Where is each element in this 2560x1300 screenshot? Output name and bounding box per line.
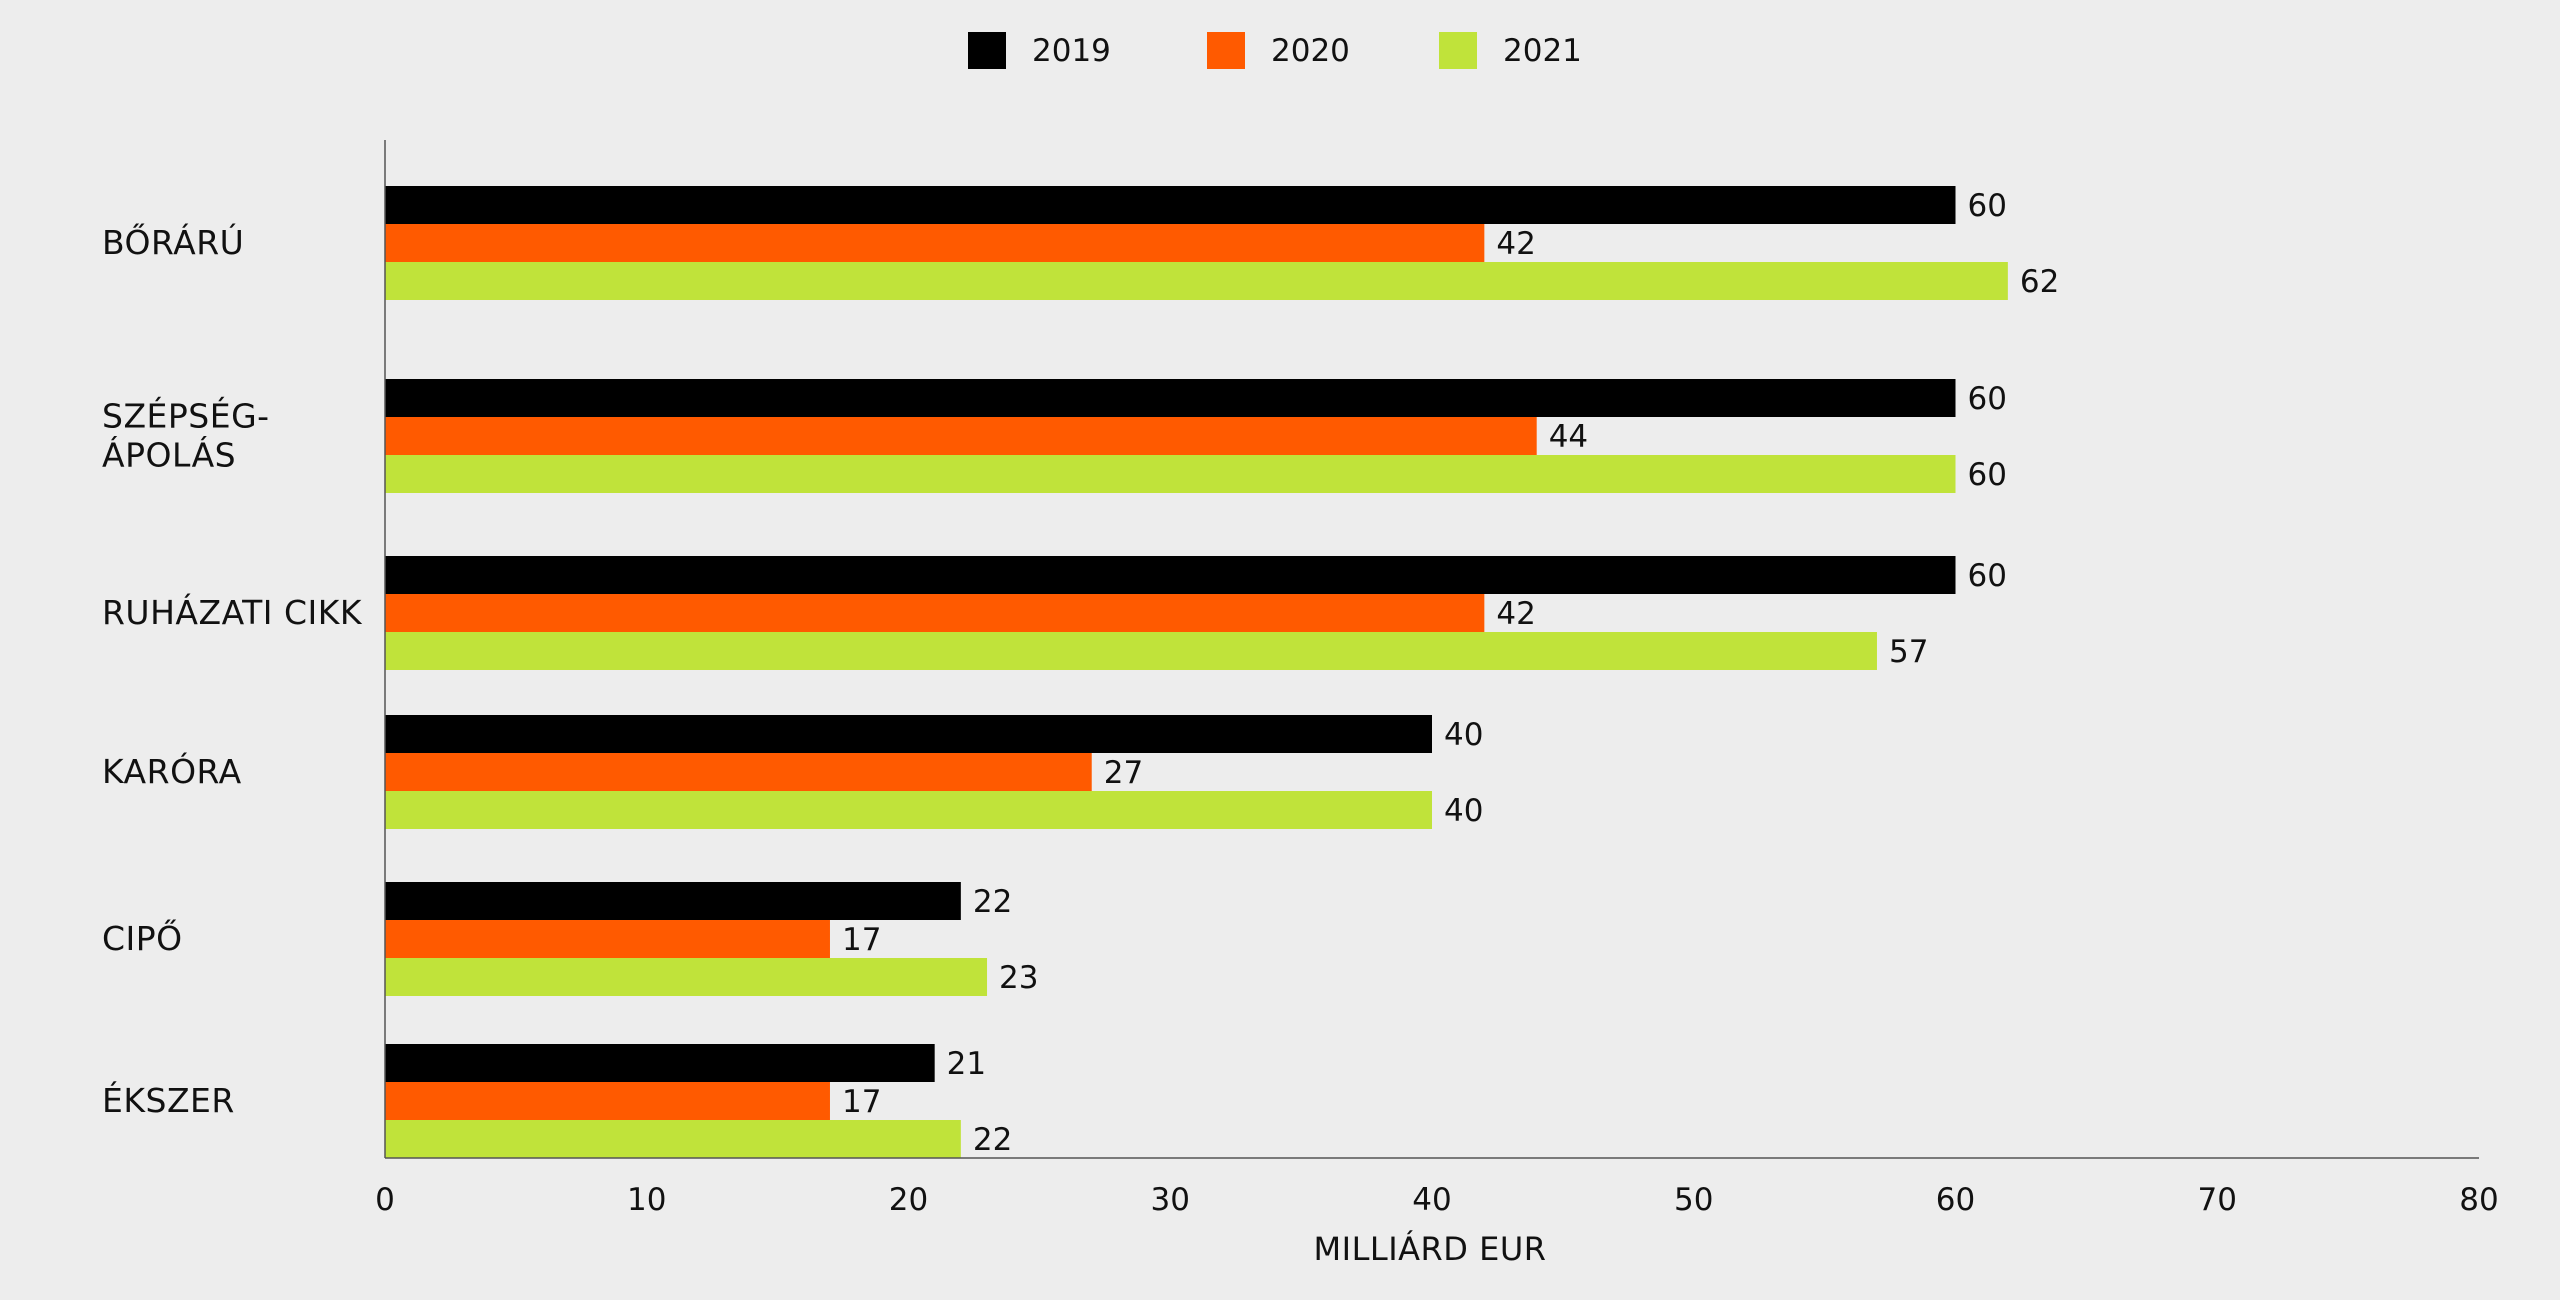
x-tick-label-20: 20 <box>889 1182 928 1218</box>
bar-2020-1 <box>385 417 1537 455</box>
value-label-2021-5: 22 <box>973 1122 1012 1158</box>
axes <box>384 140 2479 1159</box>
x-tick-label-60: 60 <box>1936 1182 1975 1218</box>
category-label-4-0: CIPŐ <box>102 918 183 958</box>
legend: 2019 2020 2021 <box>968 32 1582 69</box>
x-tick-label-0: 0 <box>375 1182 395 1218</box>
value-label-2020-2: 42 <box>1496 596 1535 632</box>
category-label-3-0: KARÓRA <box>102 751 242 791</box>
value-label-2021-0: 62 <box>2020 264 2059 300</box>
value-label-2019-3: 40 <box>1444 717 1483 753</box>
bar-2020-0 <box>385 224 1485 262</box>
value-label-2019-5: 21 <box>947 1046 986 1082</box>
value-label-2019-1: 60 <box>1968 381 2007 417</box>
bar-2019-2 <box>385 556 1956 594</box>
x-tick-label-50: 50 <box>1674 1182 1713 1218</box>
value-label-2020-5: 17 <box>842 1084 881 1120</box>
bar-2019-4 <box>385 882 961 920</box>
legend-swatch-2021 <box>1439 32 1477 69</box>
bar-2021-2 <box>385 632 1877 670</box>
category-label-1-1: ÁPOLÁS <box>102 435 236 475</box>
bar-2021-0 <box>385 262 2008 300</box>
x-tick-label-30: 30 <box>1151 1182 1190 1218</box>
bar-2021-3 <box>385 791 1432 829</box>
bar-2021-4 <box>385 958 988 996</box>
value-label-2020-0: 42 <box>1496 226 1535 262</box>
bars: 60 42 62 60 44 60 60 42 57 40 27 40 22 17 23 21 17 22 <box>385 186 2059 1158</box>
bar-2020-2 <box>385 594 1485 632</box>
legend-label-2021: 2021 <box>1503 33 1582 69</box>
category-labels: BŐRÁRÚ SZÉPSÉG-ÁPOLÁS RUHÁZATI CIKK KARÓRA C… <box>102 222 363 1120</box>
legend-swatch-2020 <box>1207 32 1245 69</box>
bar-2019-1 <box>385 379 1956 417</box>
value-label-2020-3: 27 <box>1104 755 1143 791</box>
value-label-2019-0: 60 <box>1968 188 2007 224</box>
bar-2020-4 <box>385 920 830 958</box>
value-label-2021-1: 60 <box>1968 457 2007 493</box>
bar-2020-3 <box>385 753 1092 791</box>
category-label-2-0: RUHÁZATI CIKK <box>102 592 363 632</box>
bar-2021-5 <box>385 1120 961 1158</box>
category-label-0-0: BŐRÁRÚ <box>102 222 244 262</box>
value-label-2020-4: 17 <box>842 922 881 958</box>
value-label-2021-4: 23 <box>999 960 1038 996</box>
bar-2020-5 <box>385 1082 830 1120</box>
x-tick-labels: 0 10 20 30 40 50 60 70 80 <box>375 1182 2499 1218</box>
x-tick-label-40: 40 <box>1412 1182 1451 1218</box>
x-axis-title: MILLIÁRD EUR <box>1314 1230 1547 1268</box>
value-label-2021-2: 57 <box>1889 634 1928 670</box>
category-label-5-0: ÉKSZER <box>102 1080 235 1120</box>
value-label-2020-1: 44 <box>1549 419 1588 455</box>
legend-label-2019: 2019 <box>1032 33 1111 69</box>
legend-swatch-2019 <box>968 32 1006 69</box>
value-label-2019-4: 22 <box>973 884 1012 920</box>
bar-2019-3 <box>385 715 1432 753</box>
bar-2021-1 <box>385 455 1956 493</box>
x-tick-label-80: 80 <box>2459 1182 2498 1218</box>
bar-2019-0 <box>385 186 1956 224</box>
x-tick-label-10: 10 <box>627 1182 666 1218</box>
x-tick-label-70: 70 <box>2198 1182 2237 1218</box>
category-label-1-0: SZÉPSÉG- <box>102 396 270 436</box>
value-label-2019-2: 60 <box>1968 558 2007 594</box>
legend-label-2020: 2020 <box>1271 33 1350 69</box>
bar-2019-5 <box>385 1044 935 1082</box>
value-label-2021-3: 40 <box>1444 793 1483 829</box>
